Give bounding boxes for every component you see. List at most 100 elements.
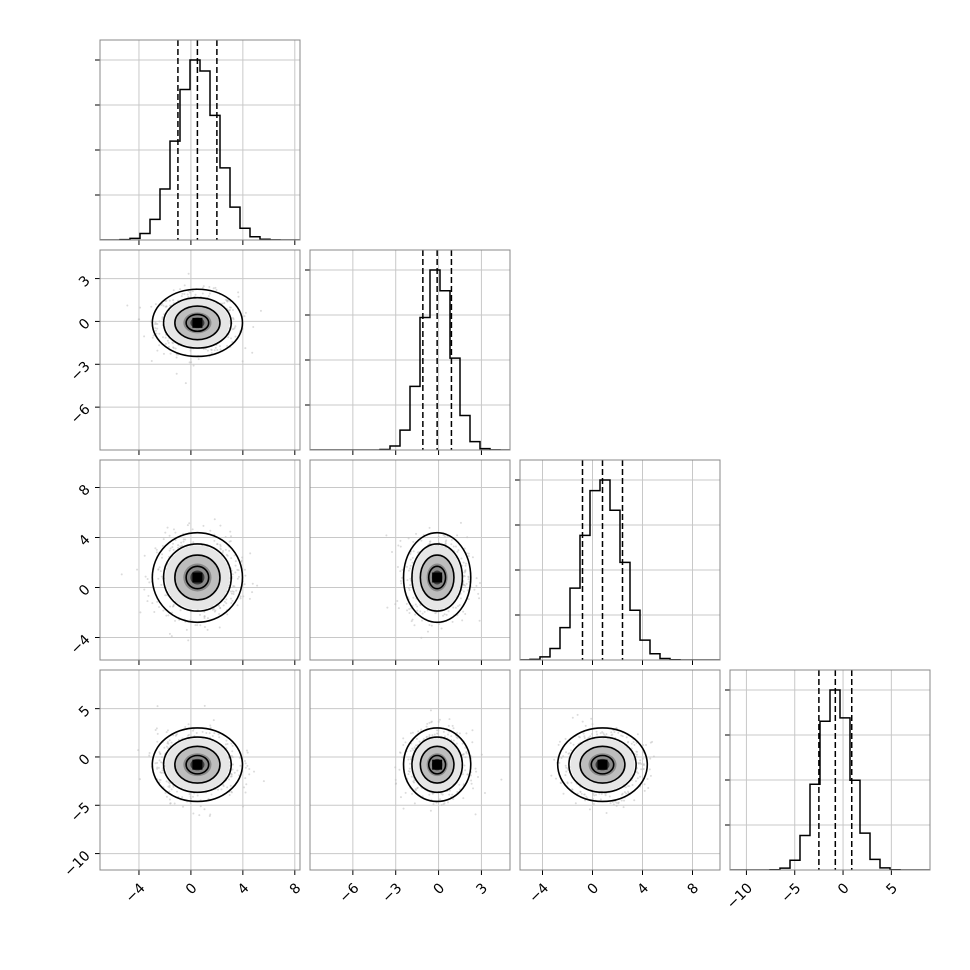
scatter-point	[413, 802, 416, 805]
scatter-point	[429, 540, 432, 543]
scatter-point	[231, 768, 234, 771]
scatter-point	[458, 783, 461, 786]
panel-frame-3-1	[309, 669, 511, 871]
scatter-point	[394, 778, 397, 781]
scatter-point	[201, 286, 204, 289]
scatter-point	[244, 347, 247, 350]
scatter-point	[470, 782, 473, 785]
scatter-point	[649, 741, 652, 744]
scatter-point	[462, 797, 465, 800]
scatter-point	[448, 793, 451, 796]
xtick-label-3-2: 0	[835, 880, 853, 898]
scatter-point	[642, 751, 645, 754]
scatter-point	[408, 612, 411, 615]
scatter-point	[161, 318, 164, 321]
scatter-point	[231, 763, 234, 766]
scatter-point	[175, 372, 178, 375]
scatter-point	[601, 731, 604, 734]
scatter-point	[228, 549, 231, 552]
scatter-point	[243, 568, 246, 571]
scatter-point	[397, 544, 400, 547]
scatter-point	[409, 732, 412, 735]
scatter-point	[248, 773, 251, 776]
scatter-point	[165, 745, 168, 748]
scatter-point	[172, 548, 175, 551]
xtick-label-2-2: 4	[634, 880, 652, 898]
scatter-point	[189, 795, 192, 798]
scatter-point	[166, 339, 169, 342]
scatter-point	[194, 624, 197, 627]
scatter-point	[168, 798, 171, 801]
scatter-point	[199, 805, 202, 808]
scatter-point	[192, 541, 195, 544]
scatter-point	[633, 799, 636, 802]
scatter-point	[243, 760, 246, 763]
scatter-point	[648, 768, 651, 771]
scatter-point	[463, 571, 466, 574]
scatter-point	[239, 597, 242, 600]
scatter-point	[438, 718, 441, 721]
scatter-point	[180, 541, 183, 544]
scatter-point	[156, 761, 159, 764]
scatter-point	[636, 750, 639, 753]
scatter-point	[409, 758, 412, 761]
scatter-point	[244, 762, 247, 765]
scatter-point	[459, 521, 462, 524]
scatter-point	[457, 549, 460, 552]
scatter-point	[224, 743, 227, 746]
scatter-point	[226, 742, 229, 745]
scatter-point	[450, 538, 453, 541]
ytick-label-2-3: 8	[76, 482, 94, 500]
panel-frame-3-3	[729, 669, 931, 871]
scatter-point	[168, 632, 171, 635]
ytick-label-3-1: −5	[68, 800, 94, 826]
contour-1-0-2	[162, 296, 233, 349]
scatter-point	[217, 788, 220, 791]
scatter-point	[156, 732, 159, 735]
scatter-point	[448, 718, 451, 721]
panel-frame-1-0	[99, 249, 301, 451]
scatter-point	[417, 730, 420, 733]
contour-2-1-3	[402, 531, 472, 624]
scatter-point	[225, 739, 228, 742]
scatter-point	[189, 801, 192, 804]
scatter-point	[236, 604, 239, 607]
scatter-point	[471, 729, 474, 732]
scatter-point	[457, 605, 460, 608]
scatter-point	[452, 798, 455, 801]
scatter-point	[409, 564, 412, 567]
scatter-point	[412, 550, 415, 553]
scatter-point	[428, 526, 431, 529]
scatter-point	[412, 596, 415, 599]
scatter-point	[570, 781, 573, 784]
scatter-point	[196, 624, 199, 627]
scatter-point	[470, 779, 473, 782]
scatter-point	[192, 729, 195, 732]
scatter-point	[641, 768, 644, 771]
scatter-point	[231, 328, 234, 331]
scatter-point	[213, 349, 216, 352]
scatter-point	[411, 561, 414, 564]
ytick-label-2-1: 0	[76, 582, 94, 600]
scatter-point	[462, 610, 465, 613]
scatter-point	[451, 793, 454, 796]
scatter-point	[646, 778, 649, 781]
scatter-point	[188, 793, 191, 796]
scatter-point	[262, 780, 265, 783]
ytick-label-1-3: 3	[76, 273, 94, 291]
contour-1-0-0	[185, 313, 210, 333]
scatter-point	[248, 767, 251, 770]
scatter-point	[456, 550, 459, 553]
scatter-point	[553, 758, 556, 761]
scatter-point	[253, 770, 256, 773]
scatter-point	[649, 774, 652, 777]
scatter-point	[176, 790, 179, 793]
scatter-point	[465, 582, 468, 585]
ytick-label-2-2: 4	[76, 532, 94, 550]
scatter-point	[161, 316, 164, 319]
scatter-point	[170, 635, 173, 638]
scatter-panel-3-1: −6 −3 0 3	[309, 669, 511, 906]
scatter-point	[436, 729, 439, 732]
scatter-point	[402, 737, 405, 740]
scatter-point	[464, 564, 467, 567]
